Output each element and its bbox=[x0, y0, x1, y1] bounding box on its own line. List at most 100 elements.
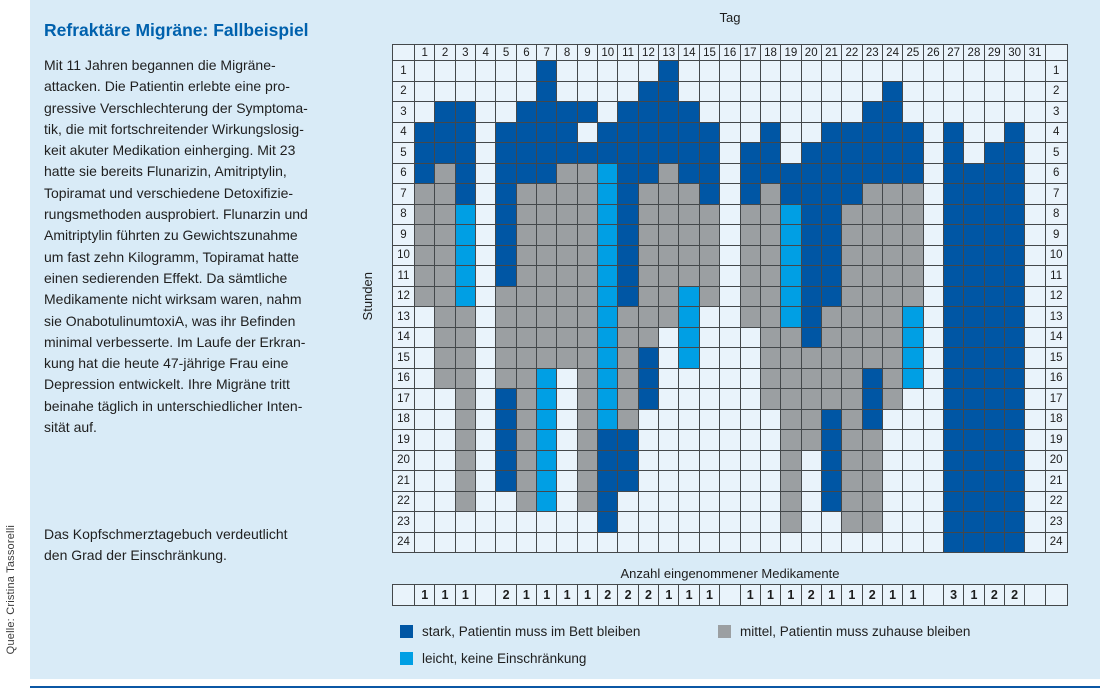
grid-cell-day21-hour24 bbox=[821, 532, 842, 552]
grid-cell-day19-hour24 bbox=[781, 532, 801, 552]
grid-cell-day11-hour9 bbox=[618, 225, 638, 245]
grid-cell-day11-hour11 bbox=[618, 266, 638, 286]
grid-cell-day27-hour14 bbox=[943, 327, 964, 347]
grid-cell-day24-hour17 bbox=[882, 389, 903, 409]
grid-cell-day19-hour5 bbox=[781, 143, 801, 163]
day-header-27: 27 bbox=[943, 45, 964, 60]
grid-cell-day25-hour11 bbox=[903, 266, 923, 286]
grid-cell-day17-hour8 bbox=[740, 204, 760, 224]
grid-cell-day4-hour16 bbox=[476, 368, 496, 388]
grid-cell-day6-hour5 bbox=[516, 143, 537, 163]
grid-cell-day12-hour9 bbox=[638, 225, 659, 245]
grid-cell-day20-hour3 bbox=[801, 102, 821, 122]
grid-cell-day30-hour21 bbox=[1004, 471, 1025, 491]
grid-cell-day23-hour16 bbox=[862, 368, 882, 388]
grid-corner-top-right bbox=[1045, 45, 1067, 60]
grid-cell-day12-hour4 bbox=[638, 122, 659, 142]
hour-label-left-19: 19 bbox=[393, 430, 414, 450]
grid-cell-day26-hour15 bbox=[923, 348, 943, 368]
day-header-11: 11 bbox=[618, 45, 638, 60]
grid-cell-day29-hour23 bbox=[984, 512, 1004, 532]
grid-cell-day27-hour11 bbox=[943, 266, 964, 286]
grid-cell-day10-hour14 bbox=[598, 327, 618, 347]
grid-cell-day1-hour2 bbox=[415, 81, 435, 101]
grid-cell-day16-hour23 bbox=[720, 512, 740, 532]
grid-cell-day2-hour24 bbox=[435, 532, 455, 552]
grid-cell-day10-hour15 bbox=[598, 348, 618, 368]
grid-cell-day28-hour7 bbox=[964, 184, 984, 204]
grid-cell-day27-hour24 bbox=[943, 532, 964, 552]
grid-cell-day5-hour17 bbox=[496, 389, 516, 409]
grid-cell-day12-hour14 bbox=[638, 327, 659, 347]
grid-cell-day3-hour9 bbox=[455, 225, 476, 245]
grid-cell-day21-hour5 bbox=[821, 143, 842, 163]
grid-cell-day3-hour4 bbox=[455, 122, 476, 142]
grid-cell-day30-hour6 bbox=[1004, 163, 1025, 183]
medication-row-label: Anzahl eingenommener Medikamente bbox=[620, 566, 840, 581]
grid-cell-day28-hour4 bbox=[964, 122, 984, 142]
grid-cell-day9-hour20 bbox=[577, 450, 598, 470]
med-cell-day31 bbox=[1025, 585, 1045, 605]
grid-cell-day14-hour9 bbox=[679, 225, 699, 245]
grid-cell-day5-hour7 bbox=[496, 184, 516, 204]
med-cell-day23: 2 bbox=[862, 585, 882, 605]
grid-cell-day1-hour22 bbox=[415, 491, 435, 511]
grid-cell-day5-hour9 bbox=[496, 225, 516, 245]
grid-cell-day28-hour2 bbox=[964, 81, 984, 101]
hour-label-left-2: 2 bbox=[393, 81, 414, 101]
legend-swatch-stark bbox=[400, 625, 413, 638]
grid-cell-day8-hour1 bbox=[557, 61, 577, 81]
grid-cell-day26-hour24 bbox=[923, 532, 943, 552]
grid-cell-day8-hour8 bbox=[557, 204, 577, 224]
grid-cell-day12-hour21 bbox=[638, 471, 659, 491]
grid-cell-day2-hour19 bbox=[435, 430, 455, 450]
grid-cell-day13-hour20 bbox=[659, 450, 679, 470]
hour-label-right-11: 11 bbox=[1045, 266, 1067, 286]
grid-cell-day23-hour23 bbox=[862, 512, 882, 532]
grid-cell-day8-hour16 bbox=[557, 368, 577, 388]
grid-cell-day13-hour18 bbox=[659, 409, 679, 429]
grid-cell-day6-hour12 bbox=[516, 286, 537, 306]
grid-cell-day14-hour10 bbox=[679, 245, 699, 265]
grid-cell-day20-hour10 bbox=[801, 245, 821, 265]
grid-cell-day20-hour15 bbox=[801, 348, 821, 368]
grid-cell-day30-hour16 bbox=[1004, 368, 1025, 388]
grid-cell-day26-hour12 bbox=[923, 286, 943, 306]
grid-cell-day6-hour1 bbox=[516, 61, 537, 81]
grid-cell-day12-hour15 bbox=[638, 348, 659, 368]
grid-cell-day13-hour10 bbox=[659, 245, 679, 265]
grid-cell-day3-hour6 bbox=[455, 163, 476, 183]
case-body: Mit 11 Jahren begannen die Migräne- atta… bbox=[44, 57, 308, 436]
grid-cell-day8-hour19 bbox=[557, 430, 577, 450]
day-header-4: 4 bbox=[476, 45, 496, 60]
grid-cell-day12-hour23 bbox=[638, 512, 659, 532]
med-cell-day10: 2 bbox=[598, 585, 618, 605]
grid-cell-day17-hour2 bbox=[740, 81, 760, 101]
grid-cell-day7-hour10 bbox=[537, 245, 557, 265]
grid-cell-day25-hour16 bbox=[903, 368, 923, 388]
grid-cell-day22-hour17 bbox=[842, 389, 862, 409]
grid-cell-day26-hour14 bbox=[923, 327, 943, 347]
grid-cell-day9-hour17 bbox=[577, 389, 598, 409]
grid-cell-day2-hour16 bbox=[435, 368, 455, 388]
grid-cell-day25-hour19 bbox=[903, 430, 923, 450]
grid-cell-day7-hour8 bbox=[537, 204, 557, 224]
grid-cell-day11-hour19 bbox=[618, 430, 638, 450]
grid-cell-day3-hour1 bbox=[455, 61, 476, 81]
grid-cell-day13-hour7 bbox=[659, 184, 679, 204]
grid-cell-day7-hour14 bbox=[537, 327, 557, 347]
grid-cell-day30-hour5 bbox=[1004, 143, 1025, 163]
grid-cell-day10-hour9 bbox=[598, 225, 618, 245]
grid-cell-day4-hour11 bbox=[476, 266, 496, 286]
grid-cell-day5-hour2 bbox=[496, 81, 516, 101]
grid-cell-day19-hour17 bbox=[781, 389, 801, 409]
grid-cell-day10-hour2 bbox=[598, 81, 618, 101]
grid-cell-day18-hour6 bbox=[760, 163, 781, 183]
grid-cell-day12-hour12 bbox=[638, 286, 659, 306]
grid-cell-day26-hour13 bbox=[923, 307, 943, 327]
grid-cell-day3-hour17 bbox=[455, 389, 476, 409]
grid-cell-day9-hour11 bbox=[577, 266, 598, 286]
grid-cell-day10-hour20 bbox=[598, 450, 618, 470]
grid-cell-day6-hour19 bbox=[516, 430, 537, 450]
grid-cell-day26-hour8 bbox=[923, 204, 943, 224]
